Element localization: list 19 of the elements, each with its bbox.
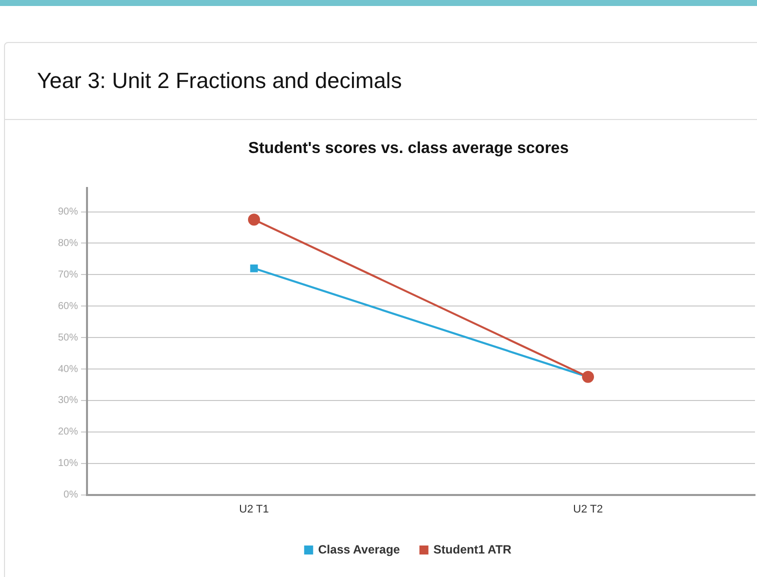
point bbox=[248, 214, 260, 226]
y-tick-label: 20% bbox=[58, 426, 78, 438]
x-tick-label: U2 T1 bbox=[239, 503, 269, 516]
legend-label: Class Average bbox=[318, 542, 400, 556]
y-tick-label: 40% bbox=[58, 364, 78, 375]
point bbox=[250, 264, 258, 272]
y-tick-label: 70% bbox=[58, 269, 78, 280]
chart-subtitle: Student's scores vs. class average scores bbox=[248, 140, 569, 158]
chart-title: Year 3: Unit 2 Fractions and decimals bbox=[5, 43, 757, 120]
y-tick-label: 0% bbox=[64, 490, 78, 501]
y-tick-label: 30% bbox=[58, 395, 78, 406]
y-tick-label: 80% bbox=[58, 238, 78, 249]
y-tick-label: 60% bbox=[58, 300, 78, 312]
legend-label: Student1 ATR bbox=[433, 542, 512, 556]
point bbox=[582, 370, 594, 383]
y-tick-label: 90% bbox=[58, 206, 78, 218]
y-tick-label: 50% bbox=[58, 332, 78, 344]
y-tick-label: 10% bbox=[58, 458, 78, 470]
x-tick-label: U2 T2 bbox=[573, 503, 603, 516]
